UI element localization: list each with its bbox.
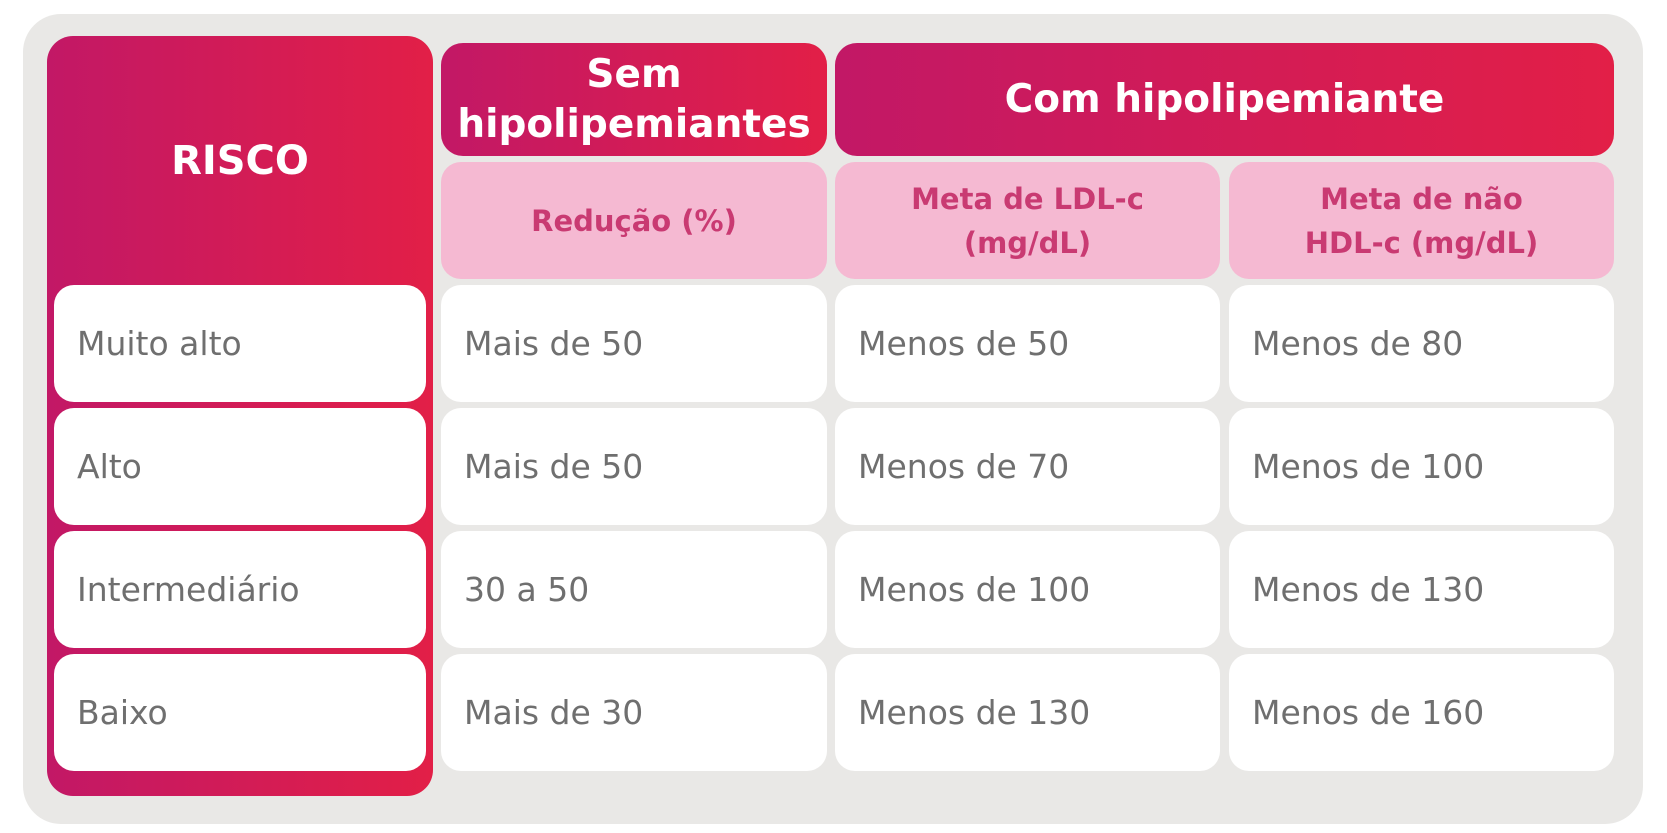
ldl-cell: Menos de 70 xyxy=(835,408,1220,525)
header-with-lipid-lowering: Com hipolipemiante xyxy=(835,43,1614,156)
non-hdl-cell: Menos de 130 xyxy=(1229,531,1614,648)
reduction-cell: Mais de 50 xyxy=(441,285,827,402)
subheader-non-hdl-line-2: HDL-c (mg/dL) xyxy=(1304,225,1539,260)
subheader-non-hdl-line-1: Meta de não xyxy=(1320,181,1523,216)
non-hdl-cell: Menos de 100 xyxy=(1229,408,1614,525)
non-hdl-cell: Menos de 80 xyxy=(1229,285,1614,402)
risk-cell-intermediario: Intermediário xyxy=(54,531,426,648)
ldl-cell: Menos de 100 xyxy=(835,531,1220,648)
subheader-ldl-line-2: (mg/dL) xyxy=(963,225,1092,260)
ldl-cell: Menos de 50 xyxy=(835,285,1220,402)
reduction-cell: Mais de 30 xyxy=(441,654,827,771)
risk-cell-alto: Alto xyxy=(54,408,426,525)
subheader-ldl-line-1: Meta de LDL-c xyxy=(911,181,1144,216)
risk-header: RISCO xyxy=(171,138,309,184)
ldl-cell: Menos de 130 xyxy=(835,654,1220,771)
subheader-reduction: Redução (%) xyxy=(441,162,827,279)
non-hdl-cell: Menos de 160 xyxy=(1229,654,1614,771)
subheader-ldl-target: Meta de LDL-c (mg/dL) xyxy=(835,162,1220,279)
subheader-non-hdl-target: Meta de não HDL-c (mg/dL) xyxy=(1229,162,1614,279)
header-without-line-1: Sem xyxy=(586,51,682,97)
reduction-cell: 30 a 50 xyxy=(441,531,827,648)
risk-cell-baixo: Baixo xyxy=(54,654,426,771)
reduction-cell: Mais de 50 xyxy=(441,408,827,525)
header-without-lipid-lowering: Sem hipolipemiantes xyxy=(441,43,827,156)
risk-cell-muito-alto: Muito alto xyxy=(54,285,426,402)
header-without-line-2: hipolipemiantes xyxy=(457,101,811,147)
